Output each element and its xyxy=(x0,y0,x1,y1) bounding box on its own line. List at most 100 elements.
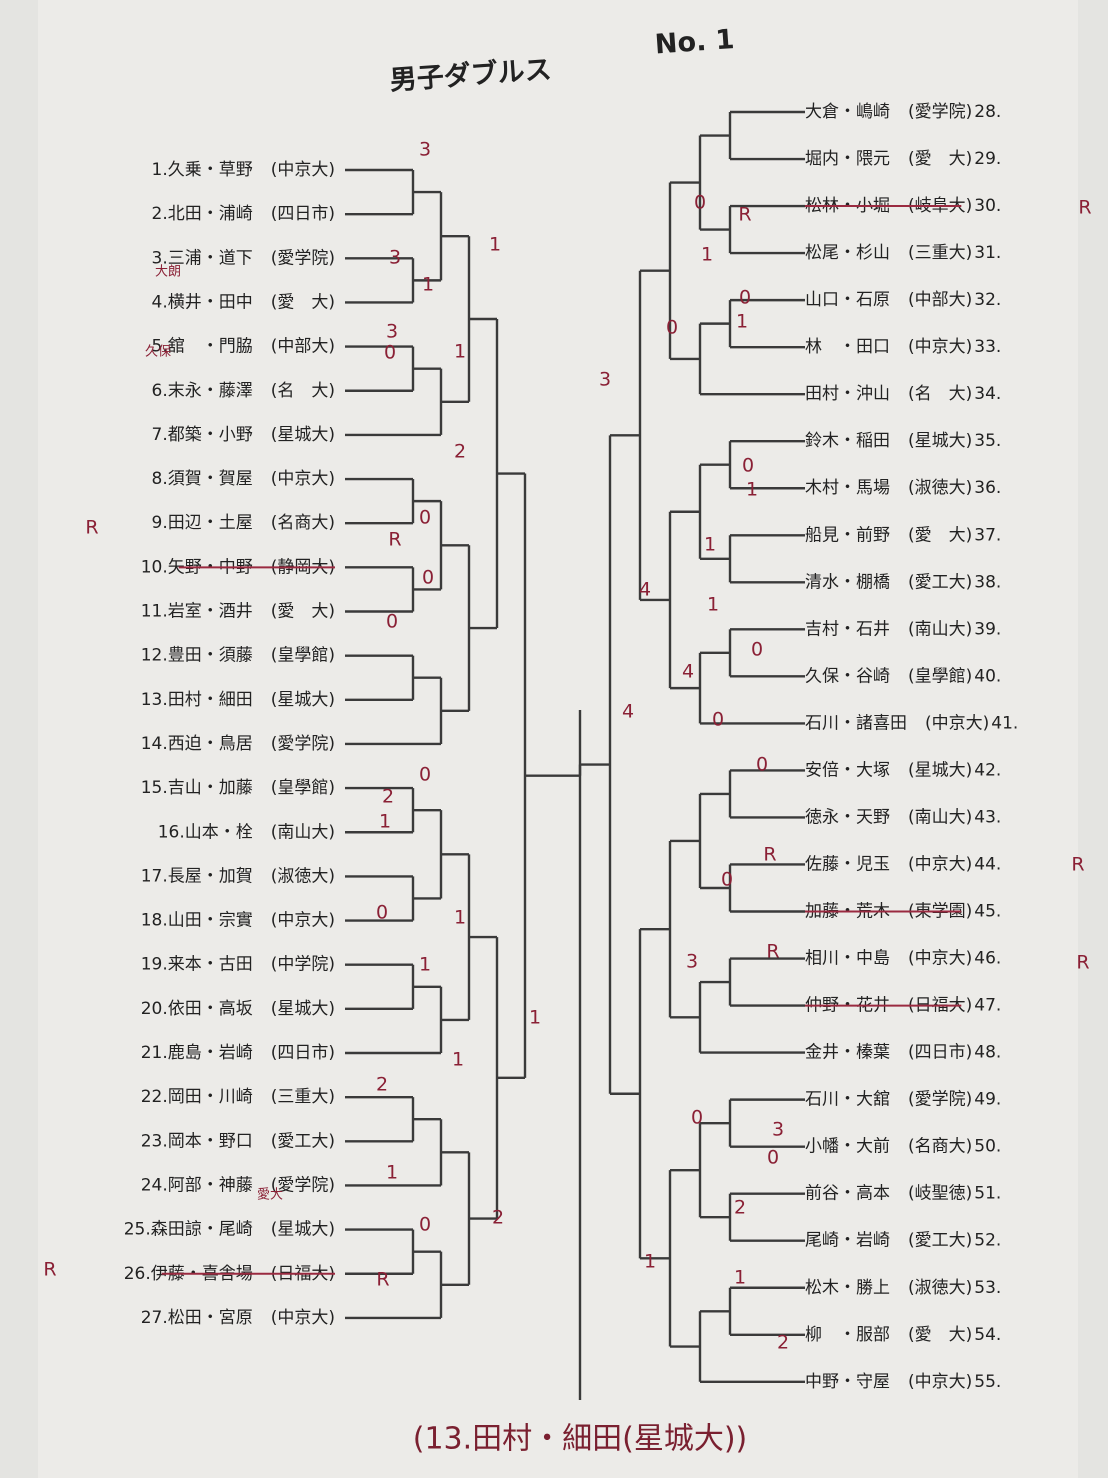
entry: 14.西迫・鳥居 (愛学院) xyxy=(141,734,335,754)
entry-school: (愛工大) xyxy=(908,572,972,592)
entry: 15.吉山・加藤 (皇學館) xyxy=(141,778,335,798)
entry-number: 38. xyxy=(974,572,1001,592)
entry-school: (中京大) xyxy=(908,337,972,357)
entry-number: 12. xyxy=(141,646,168,666)
entry-number: 6. xyxy=(152,381,168,401)
entry-names: 前谷・高本 xyxy=(805,1184,890,1204)
entry-school: (星城大) xyxy=(908,431,972,451)
handwritten-note: R xyxy=(43,1259,56,1281)
handwritten-note: 1 xyxy=(489,234,501,256)
sheet xyxy=(38,0,1078,1478)
entry-school: (三重大) xyxy=(271,1087,335,1107)
handwritten-note: 2 xyxy=(382,786,394,808)
entry: 尾崎・岩崎 (愛工大) 52. xyxy=(805,1231,1001,1251)
entry-number: 50. xyxy=(974,1137,1001,1157)
entry-names: 岡田・川崎 xyxy=(168,1087,253,1107)
handwritten-note: 0 xyxy=(756,754,768,776)
entry: 林 ・田口 (中京大) 33. xyxy=(805,337,1001,357)
entry: 鈴木・稲田 (星城大) 35. xyxy=(805,431,1001,451)
entry: 堀内・隈元 (愛 大) 29. xyxy=(805,149,1001,169)
entry-number: 45. xyxy=(974,902,1001,922)
entry-names: 中野・守屋 xyxy=(805,1372,890,1392)
entry-names: 田村・沖山 xyxy=(805,384,890,404)
entry-names: 田辺・土屋 xyxy=(168,513,253,533)
handwritten-note: 0 xyxy=(694,192,706,214)
handwritten-note: 1 xyxy=(454,341,466,363)
entry-names: 舘 ・門脇 xyxy=(168,336,253,357)
entry-school: (淑徳大) xyxy=(908,478,972,498)
entry-number: 20. xyxy=(141,999,168,1019)
entry-number: 36. xyxy=(974,478,1001,498)
entry-number: 27. xyxy=(141,1308,168,1328)
handwritten-note: 3 xyxy=(772,1119,784,1141)
entry-number: 55. xyxy=(974,1372,1001,1392)
entry-school: (星城大) xyxy=(908,760,972,780)
handwritten-note: 1 xyxy=(379,811,391,833)
entry-names: 山田・宗實 xyxy=(168,911,253,931)
entry-names: 清水・棚橋 xyxy=(805,572,890,592)
entry: 5.舘 ・門脇 (中部大) xyxy=(152,336,336,357)
entry: 24.阿部・神藤 (愛学院) xyxy=(141,1175,335,1195)
entry-number: 19. xyxy=(141,955,168,975)
entry-number: 44. xyxy=(974,854,1001,874)
handwritten-note: 2 xyxy=(734,1197,746,1219)
entry: 山口・石原 (中部大) 32. xyxy=(805,290,1001,310)
entry: 金井・榛葉 (四日市) 48. xyxy=(805,1043,1001,1063)
entry-names: 松田・宮原 xyxy=(168,1308,253,1328)
entry-number: 24. xyxy=(141,1175,168,1195)
entry: 吉村・石井 (南山大) 39. xyxy=(805,619,1001,639)
entry-names: 徳永・天野 xyxy=(805,807,890,827)
entry-school: (四日市) xyxy=(908,1043,972,1063)
entry-school: (愛工大) xyxy=(271,1131,335,1151)
entry: 小幡・大前 (名商大) 50. xyxy=(805,1137,1001,1157)
entry-number: 41. xyxy=(991,713,1018,733)
entry-school: (名商大) xyxy=(908,1137,972,1157)
handwritten-note: 1 xyxy=(707,594,719,616)
entry-names: 相川・中島 xyxy=(805,949,890,969)
entry-school: (愛 大) xyxy=(271,602,335,622)
entry: 12.豊田・須藤 (皇學館) xyxy=(141,646,335,666)
entry-school: (中京大) xyxy=(908,1372,972,1392)
entry: 松尾・杉山 (三重大) 31. xyxy=(805,243,1001,263)
entry-school: (愛 大) xyxy=(908,149,972,169)
handwritten-note: 0 xyxy=(739,287,751,309)
entry-number: 47. xyxy=(974,996,1001,1016)
entry: 木村・馬場 (淑徳大) 36. xyxy=(805,478,1001,498)
handwritten-note: 0 xyxy=(751,639,763,661)
entry-number: 34. xyxy=(974,384,1001,404)
entry-school: (愛 大) xyxy=(908,525,972,545)
entry-number: 29. xyxy=(974,149,1001,169)
entry: 18.山田・宗實 (中京大) xyxy=(141,911,335,931)
entry-school: (星城大) xyxy=(271,999,335,1019)
entry-names: 松木・勝上 xyxy=(805,1278,890,1298)
handwritten-note: R xyxy=(388,529,401,551)
entry: 20.依田・高坂 (星城大) xyxy=(141,999,335,1019)
entry-names: 柳 ・服部 xyxy=(805,1325,890,1345)
handwritten-note: 2 xyxy=(777,1332,789,1354)
entry-names: 末永・藤澤 xyxy=(168,381,253,401)
handwritten-note: 0 xyxy=(386,611,398,633)
handwritten-note: 1 xyxy=(419,954,431,976)
entry-school: (中部大) xyxy=(271,337,335,357)
entry-names: 山口・石原 xyxy=(805,290,890,310)
entry-school: (南山大) xyxy=(271,822,335,842)
entry: 1.久乗・草野 (中京大) xyxy=(152,160,336,180)
entry: 13.田村・細田 (星城大) xyxy=(141,690,335,710)
handwritten-note: R xyxy=(766,941,779,963)
entry-names: 吉山・加藤 xyxy=(168,778,253,798)
entry-names: 須賀・賀屋 xyxy=(168,469,253,489)
entry-names: 小幡・大前 xyxy=(805,1137,890,1157)
entry-number: 18. xyxy=(141,911,168,931)
entry: 23.岡本・野口 (愛工大) xyxy=(141,1131,335,1151)
handwritten-note: 0 xyxy=(422,567,434,589)
entry-school: (愛学院) xyxy=(271,248,335,268)
entry-school: (愛 大) xyxy=(271,292,335,312)
handwritten-note: 3 xyxy=(686,951,698,973)
entry: 3.三浦・道下 (愛学院) xyxy=(152,248,336,268)
entry-number: 28. xyxy=(974,102,1001,122)
entry: 松木・勝上 (淑徳大) 53. xyxy=(805,1278,1001,1298)
handwritten-note: 1 xyxy=(736,311,748,333)
entry-names: 横井・田中 xyxy=(168,292,253,312)
entry-names: 森田諒・尾崎 xyxy=(151,1220,253,1240)
